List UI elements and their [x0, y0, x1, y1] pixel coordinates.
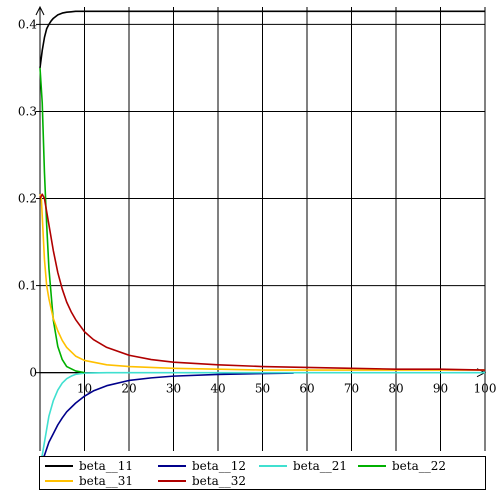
legend-swatch	[259, 465, 287, 467]
y-tick-label: 0.3	[18, 104, 37, 118]
y-tick-label: 0.2	[18, 192, 37, 206]
x-tick-label: 40	[210, 382, 225, 396]
legend-item: beta__31	[45, 473, 133, 489]
legend-label: beta__31	[79, 474, 134, 488]
line-chart: 10 20 30 40 50 60 70 80 90 100 0.4 0.3 0.2 0.1 0	[18, 5, 497, 456]
series-line-beta-12	[43, 372, 294, 456]
legend-item: beta__22	[358, 458, 446, 474]
x-tick-label: 50	[255, 382, 270, 396]
y-tick-label: 0.4	[18, 17, 37, 31]
legend-swatch	[45, 480, 73, 482]
legend-swatch	[158, 480, 186, 482]
x-tick-label: 20	[121, 382, 136, 396]
x-tick-label: 90	[433, 382, 448, 396]
legend-item: beta__12	[158, 458, 246, 474]
x-tick-label: 100	[474, 382, 497, 396]
legend-label: beta__11	[79, 459, 134, 473]
grid	[40, 7, 486, 451]
legend-item: beta__32	[158, 473, 246, 489]
series-lines	[39, 10, 486, 456]
x-tick-label: 10	[77, 382, 92, 396]
legend-item: beta__11	[45, 458, 133, 474]
legend-label: beta__21	[293, 459, 348, 473]
series-line-beta-22	[39, 67, 85, 374]
x-tick-label: 60	[299, 382, 314, 396]
series-line-beta-31	[39, 193, 485, 371]
x-tick-label: 70	[344, 382, 359, 396]
x-tick-label: 80	[388, 382, 403, 396]
legend-label: beta__22	[392, 459, 447, 473]
legend-swatch	[158, 465, 186, 467]
legend-label: beta__12	[192, 459, 247, 473]
legend-label: beta__32	[192, 474, 247, 488]
series-line-beta-11	[39, 10, 485, 69]
legend: beta__11 beta__12 beta__21 beta__22 beta__31…	[39, 456, 486, 490]
x-tick-label: 30	[166, 382, 181, 396]
y-tick-label: 0.1	[18, 279, 37, 293]
legend-item: beta__21	[259, 458, 347, 474]
legend-swatch	[45, 465, 73, 467]
y-tick-label: 0	[29, 366, 37, 380]
tick-labels: 10 20 30 40 50 60 70 80 90 100 0.4 0.3 0.2 0.1 0	[18, 17, 497, 395]
legend-swatch	[358, 465, 386, 467]
y-axis-arrow	[35, 5, 45, 16]
series-line-beta-32	[39, 193, 486, 371]
series-line-beta-21	[40, 371, 485, 456]
